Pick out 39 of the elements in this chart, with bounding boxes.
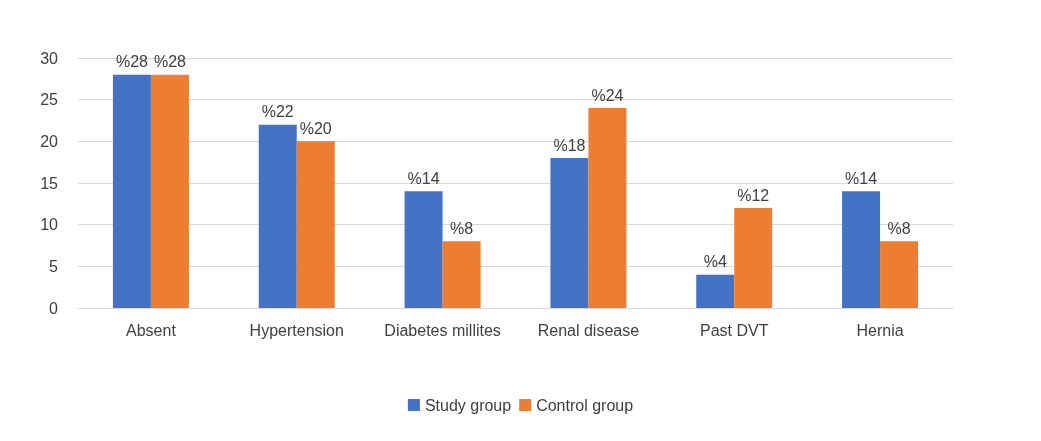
y-tick-label: 0 xyxy=(49,299,59,317)
data-label: %20 xyxy=(299,119,332,137)
data-label: %24 xyxy=(591,86,624,104)
y-tick-label: 5 xyxy=(49,257,59,275)
y-tick-label: 25 xyxy=(40,91,59,109)
legend-label: Control group xyxy=(536,396,634,414)
bar xyxy=(734,208,773,308)
data-label: %12 xyxy=(737,186,770,204)
bar xyxy=(258,124,297,308)
data-label: %14 xyxy=(407,169,440,187)
bar xyxy=(150,74,189,308)
x-tick-label: Absent xyxy=(126,321,177,339)
data-label: %8 xyxy=(887,219,911,237)
x-tick-label: Diabetes millites xyxy=(384,321,501,339)
bar xyxy=(296,141,335,308)
x-tick-label: Past DVT xyxy=(700,321,769,339)
data-label: %4 xyxy=(703,253,727,271)
y-tick-label: 15 xyxy=(40,174,59,192)
bar xyxy=(404,191,443,308)
bar xyxy=(588,108,627,308)
bar xyxy=(696,274,735,308)
data-label: %28 xyxy=(115,53,149,71)
bar xyxy=(112,74,151,308)
data-label: %28 xyxy=(153,53,187,71)
y-tick-label: 20 xyxy=(40,132,59,150)
x-tick-label: Hernia xyxy=(856,321,904,339)
data-label: %14 xyxy=(845,169,878,187)
data-label: %18 xyxy=(553,136,586,154)
data-label: %22 xyxy=(261,103,294,121)
x-tick-label: Renal disease xyxy=(537,321,640,339)
data-label: %8 xyxy=(450,219,474,237)
bar xyxy=(550,158,589,308)
y-tick-label: 30 xyxy=(40,49,59,67)
x-tick-label: Hypertension xyxy=(249,321,344,339)
bar xyxy=(880,241,919,308)
bar xyxy=(842,191,881,308)
legend-label: Study group xyxy=(424,396,512,414)
y-tick-label: 10 xyxy=(40,216,59,234)
bar xyxy=(442,241,481,308)
